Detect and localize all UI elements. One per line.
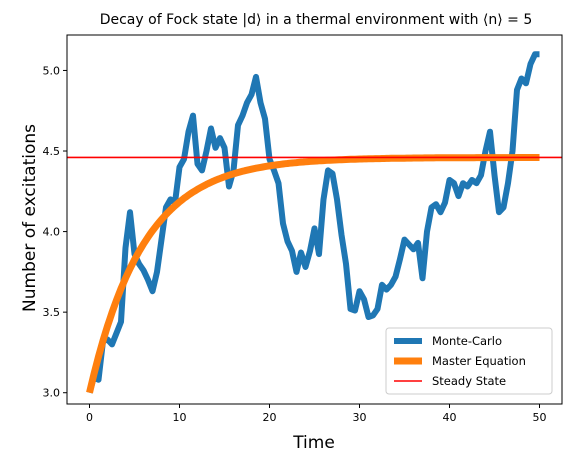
x-axis-label: Time: [292, 433, 335, 453]
y-tick-label: 5.0: [43, 64, 61, 77]
y-tick-label: 3.5: [43, 306, 61, 319]
x-tick-label: 50: [533, 411, 547, 424]
x-tick-label: 40: [443, 411, 457, 424]
y-tick-label: 4.5: [43, 145, 61, 158]
legend-label: Steady State: [432, 374, 506, 388]
x-tick-label: 10: [173, 411, 187, 424]
y-tick-label: 4.0: [43, 226, 61, 239]
chart-title: Decay of Fock state |d⟩ in a thermal env…: [100, 12, 533, 28]
x-tick-label: 30: [353, 411, 367, 424]
y-axis-label: Number of excitations: [20, 124, 40, 312]
legend-label: Monte-Carlo: [432, 334, 502, 348]
x-tick-label: 20: [263, 411, 277, 424]
x-tick-label: 0: [86, 411, 93, 424]
y-tick-label: 3.0: [43, 387, 61, 400]
legend-label: Master Equation: [432, 354, 526, 368]
legend: Monte-Carlo Master Equation Steady State: [386, 328, 552, 394]
